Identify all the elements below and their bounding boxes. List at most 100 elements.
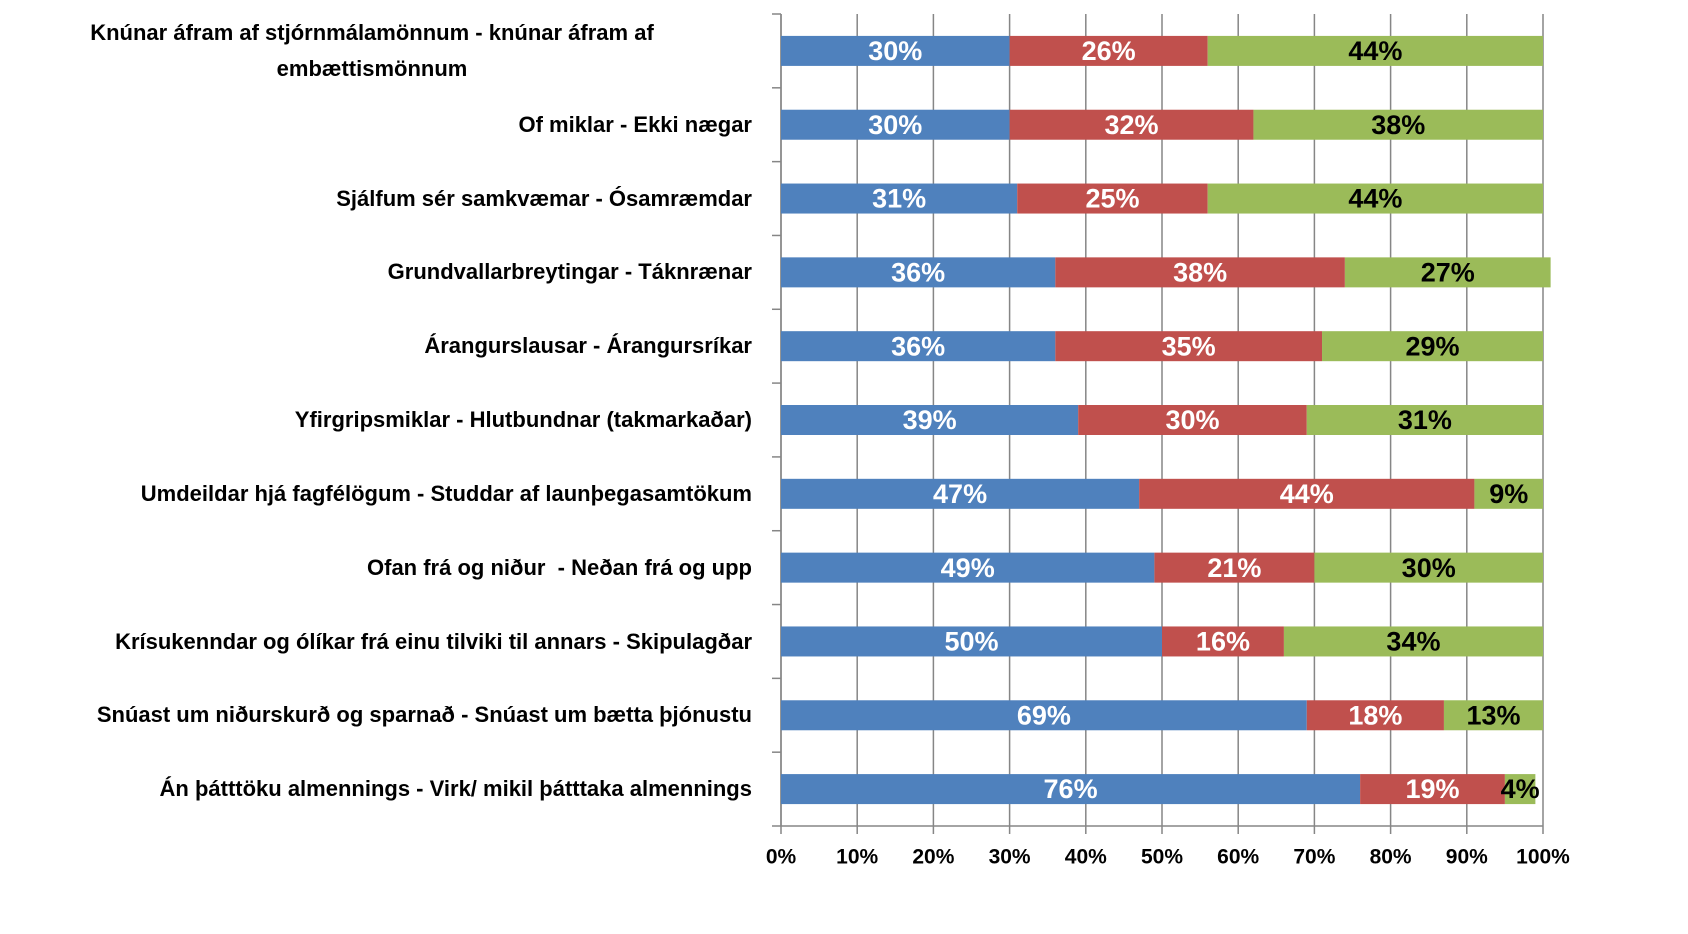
bar-segment	[781, 183, 1018, 214]
data-label: 26%	[1082, 36, 1136, 66]
data-label: 36%	[891, 257, 945, 287]
bar-segment	[781, 774, 1361, 805]
bar-segment	[1017, 183, 1208, 214]
bar-segment	[1283, 626, 1543, 657]
bar-segment	[1504, 774, 1536, 805]
bar-segment	[1306, 700, 1444, 731]
category-label: Ofan frá og niður - Neðan frá og upp	[367, 554, 752, 580]
bar-segment	[1055, 331, 1323, 362]
x-tick-label: 40%	[1065, 846, 1107, 869]
data-label: 49%	[941, 553, 995, 583]
x-tick-label: 70%	[1293, 846, 1335, 869]
category-label-box: Ofan frá og niður - Neðan frá og upp	[0, 531, 752, 605]
data-label: 29%	[1405, 331, 1459, 361]
data-label: 35%	[1162, 331, 1216, 361]
bar-segment	[1253, 109, 1543, 140]
data-label: 36%	[891, 331, 945, 361]
x-tick-label: 20%	[912, 846, 954, 869]
bar-segment	[1207, 183, 1543, 214]
category-label: Of miklar - Ekki nægar	[518, 111, 752, 137]
x-tick-label: 100%	[1516, 846, 1570, 869]
bar-segment	[1322, 331, 1543, 362]
category-label-box: Umdeildar hjá fagfélögum - Studdar af la…	[0, 457, 752, 531]
data-label: 38%	[1173, 257, 1227, 287]
data-label: 25%	[1085, 184, 1139, 214]
data-label: 47%	[933, 479, 987, 509]
category-label-box: Yfirgripsmiklar - Hlutbundnar (takmarkað…	[0, 383, 752, 457]
bar-segment	[1443, 700, 1543, 731]
bar-segment	[1314, 552, 1543, 583]
bar-segment	[1009, 109, 1254, 140]
data-label: 30%	[868, 36, 922, 66]
data-label: 4%	[1501, 774, 1540, 804]
bar-segment	[781, 405, 1079, 435]
bar-segment	[1474, 478, 1543, 509]
bar-segment	[1055, 257, 1345, 288]
data-label: 19%	[1405, 774, 1459, 804]
data-label: 34%	[1386, 627, 1440, 657]
bar-segment	[781, 109, 1010, 140]
x-tick-label: 30%	[989, 846, 1031, 869]
category-label: Yfirgripsmiklar - Hlutbundnar (takmarkað…	[294, 407, 752, 433]
x-tick-label: 60%	[1217, 846, 1259, 869]
category-label-box: Snúast um niðurskurð og sparnað - Snúast…	[0, 678, 752, 752]
bar-segment	[1162, 626, 1284, 657]
bar-segment	[1344, 257, 1551, 288]
category-label-box: Knúnar áfram af stjórnmálamönnum - knúna…	[0, 14, 752, 88]
category-label: Árangurslausar - Árangursríkar	[424, 333, 752, 359]
category-label: Snúast um niðurskurð og sparnað - Snúast…	[96, 702, 752, 728]
data-label: 32%	[1104, 110, 1158, 140]
data-label: 13%	[1466, 700, 1520, 730]
x-tick-label: 0%	[766, 846, 797, 869]
bar-segment	[1207, 35, 1543, 66]
x-tick-label: 80%	[1370, 846, 1412, 869]
category-label-box: Krísukenndar og ólíkar frá einu tilviki …	[0, 605, 752, 679]
data-label: 30%	[1165, 405, 1219, 435]
bar-segment	[781, 700, 1307, 731]
x-tick-label: 90%	[1446, 846, 1488, 869]
category-label: Umdeildar hjá fagfélögum - Studdar af la…	[140, 480, 752, 506]
category-label: Krísukenndar og ólíkar frá einu tilviki …	[115, 628, 752, 654]
data-label: 38%	[1371, 110, 1425, 140]
category-label-box: Sjálfum sér samkvæmar - Ósamræmdar	[0, 162, 752, 236]
category-label: Knúnar áfram af stjórnmálamönnum - knúna…	[90, 20, 660, 81]
data-label: 30%	[1402, 553, 1456, 583]
category-label: Grundvallarbreytingar - Táknrænar	[387, 259, 752, 285]
data-label: 44%	[1348, 36, 1402, 66]
bar-segment	[1154, 552, 1315, 583]
data-label: 30%	[868, 110, 922, 140]
bar-segment	[781, 478, 1140, 509]
data-label: 31%	[872, 184, 926, 214]
bar-segment	[1306, 405, 1543, 435]
x-tick-label: 10%	[836, 846, 878, 869]
data-label: 69%	[1017, 700, 1071, 730]
data-label: 21%	[1207, 553, 1261, 583]
category-label-box: Grundvallarbreytingar - Táknrænar	[0, 235, 752, 309]
bar-segment	[1139, 478, 1475, 509]
bar-segment	[781, 331, 1056, 362]
bar-segment	[1009, 35, 1208, 66]
category-label-box: Of miklar - Ekki nægar	[0, 88, 752, 162]
x-tick-label: 50%	[1141, 846, 1183, 869]
data-label: 44%	[1280, 479, 1334, 509]
category-label-box: Árangurslausar - Árangursríkar	[0, 309, 752, 383]
data-label: 31%	[1398, 405, 1452, 435]
data-label: 18%	[1348, 700, 1402, 730]
bar-segment	[781, 552, 1155, 583]
category-label-box: Án þátttöku almennings - Virk/ mikil þát…	[0, 752, 753, 826]
bar-segment	[1078, 405, 1307, 435]
category-label: Sjálfum sér samkvæmar - Ósamræmdar	[336, 185, 752, 211]
data-label: 44%	[1348, 184, 1402, 214]
bar-segment	[781, 35, 1010, 66]
bar-segment	[781, 257, 1056, 288]
data-label: 50%	[944, 627, 998, 657]
category-label: Án þátttöku almennings - Virk/ mikil þát…	[159, 776, 753, 802]
data-label: 16%	[1196, 627, 1250, 657]
data-label: 27%	[1421, 257, 1475, 287]
data-label: 76%	[1044, 774, 1098, 804]
data-label: 9%	[1489, 479, 1528, 509]
bar-segment	[781, 626, 1162, 657]
data-label: 39%	[903, 405, 957, 435]
